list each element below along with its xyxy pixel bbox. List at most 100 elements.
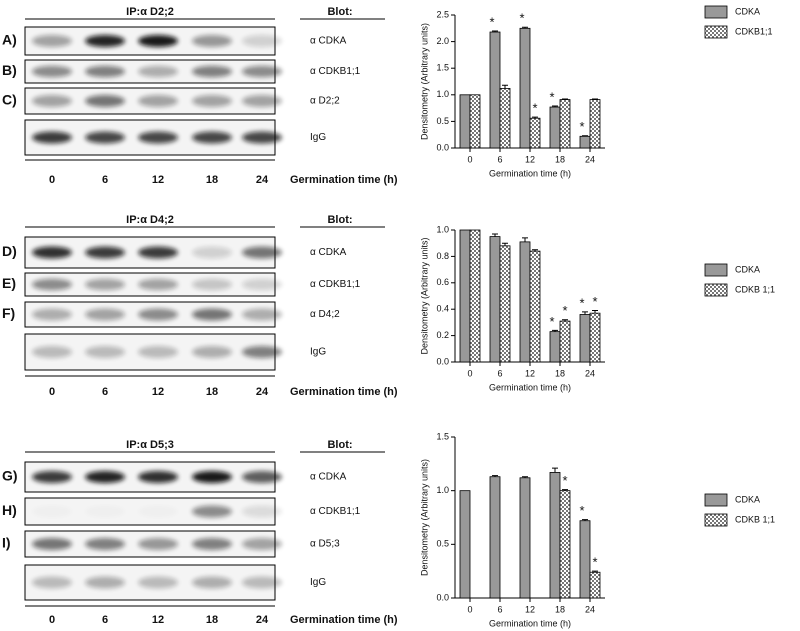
blot-band xyxy=(192,131,232,144)
blot-band xyxy=(192,471,232,483)
blot-band xyxy=(32,471,72,483)
y-tick-label: 1.0 xyxy=(436,89,449,99)
significance-mark: * xyxy=(519,11,524,26)
blot-title: IP:α D2;2 xyxy=(126,6,174,18)
blot-band xyxy=(138,346,178,358)
bar xyxy=(459,94,471,149)
y-tick-label: 1.0 xyxy=(436,485,449,495)
bar xyxy=(519,241,531,363)
legend-label: CDKA xyxy=(735,494,760,504)
blot-band xyxy=(138,131,178,144)
antibody-label: α D5;3 xyxy=(310,539,340,550)
blot-band xyxy=(192,65,232,78)
blot-band xyxy=(32,131,72,144)
error-bar xyxy=(592,570,598,573)
error-bar xyxy=(492,475,498,477)
blot-band xyxy=(32,346,72,358)
antibody-label: IgG xyxy=(310,132,326,143)
blot-band xyxy=(85,506,125,518)
y-tick-label: 0.5 xyxy=(436,116,449,126)
y-tick-label: 0.4 xyxy=(436,304,449,314)
blot-band xyxy=(192,95,232,107)
x-tick-label: 18 xyxy=(555,368,565,378)
blot-band xyxy=(32,95,72,107)
significance-mark: * xyxy=(579,119,584,134)
blot-band xyxy=(192,576,232,589)
error-bar xyxy=(562,319,568,322)
x-tick-label: 0 xyxy=(467,604,472,614)
blot-band xyxy=(138,278,178,291)
error-bar xyxy=(592,310,598,314)
legend-swatch xyxy=(704,263,728,277)
significance-mark: * xyxy=(562,303,567,318)
blot-band xyxy=(242,35,282,47)
lane-label: 18 xyxy=(206,614,218,626)
blot-band xyxy=(242,278,282,291)
blot-band xyxy=(242,346,282,358)
bar xyxy=(459,490,471,599)
blot-band xyxy=(192,538,232,550)
bar xyxy=(549,472,561,599)
bar xyxy=(549,331,561,363)
blot-band xyxy=(242,505,282,518)
x-tick-label: 18 xyxy=(555,604,565,614)
blot-band xyxy=(138,95,178,107)
bar xyxy=(579,314,591,363)
blot-band xyxy=(138,576,178,589)
legend-swatch xyxy=(704,493,728,507)
antibody-label: α CDKB1;1 xyxy=(310,279,361,290)
bar xyxy=(559,99,571,149)
bar xyxy=(459,229,471,363)
blot-band xyxy=(85,538,125,550)
blot-band xyxy=(85,576,125,589)
lane-label: 12 xyxy=(152,174,164,186)
bar xyxy=(499,88,511,149)
bar xyxy=(589,571,601,599)
error-bar xyxy=(552,105,558,108)
x-axis-label: Germination time (h) xyxy=(489,618,571,628)
blot-band xyxy=(32,246,72,259)
blot-band xyxy=(85,278,125,291)
error-bar xyxy=(562,98,568,100)
bar xyxy=(579,135,591,149)
lane-axis-label: Germination time (h) xyxy=(290,614,398,626)
x-tick-label: 18 xyxy=(555,154,565,164)
antibody-label: IgG xyxy=(310,347,326,358)
error-bar xyxy=(562,489,568,491)
blot-band xyxy=(32,35,72,47)
blot-title: IP:α D4;2 xyxy=(126,214,174,226)
blot-frame xyxy=(24,497,276,526)
antibody-label: α CDKA xyxy=(310,247,347,258)
y-axis-label: Densitometry (Arbitrary units) xyxy=(419,237,429,354)
lane-label: 12 xyxy=(152,386,164,398)
x-tick-label: 0 xyxy=(467,368,472,378)
blot-band xyxy=(138,506,178,518)
blot-band xyxy=(138,35,178,47)
error-bar xyxy=(492,233,498,237)
error-bar xyxy=(522,237,528,242)
blot-band xyxy=(138,471,178,483)
blot-band xyxy=(242,65,282,78)
blot-band xyxy=(85,308,125,321)
error-bar xyxy=(532,116,538,119)
blot-band xyxy=(242,95,282,107)
antibody-label: IgG xyxy=(310,577,326,588)
y-axis-label: Densitometry (Arbitrary units) xyxy=(419,459,429,576)
error-bar xyxy=(552,329,558,332)
blot-band xyxy=(242,308,282,321)
lane-label: 12 xyxy=(152,614,164,626)
error-bar xyxy=(582,519,588,521)
bar xyxy=(469,94,481,149)
bar xyxy=(559,320,571,363)
blot-band xyxy=(85,471,125,483)
significance-mark: * xyxy=(489,14,494,29)
blot-band xyxy=(85,95,125,107)
bar xyxy=(489,236,501,363)
significance-mark: * xyxy=(562,473,567,488)
significance-mark: * xyxy=(532,101,537,116)
lane-axis-label: Germination time (h) xyxy=(290,174,398,186)
y-tick-label: 0.5 xyxy=(436,539,449,549)
y-tick-label: 0.0 xyxy=(436,356,449,366)
error-bar xyxy=(522,26,528,29)
